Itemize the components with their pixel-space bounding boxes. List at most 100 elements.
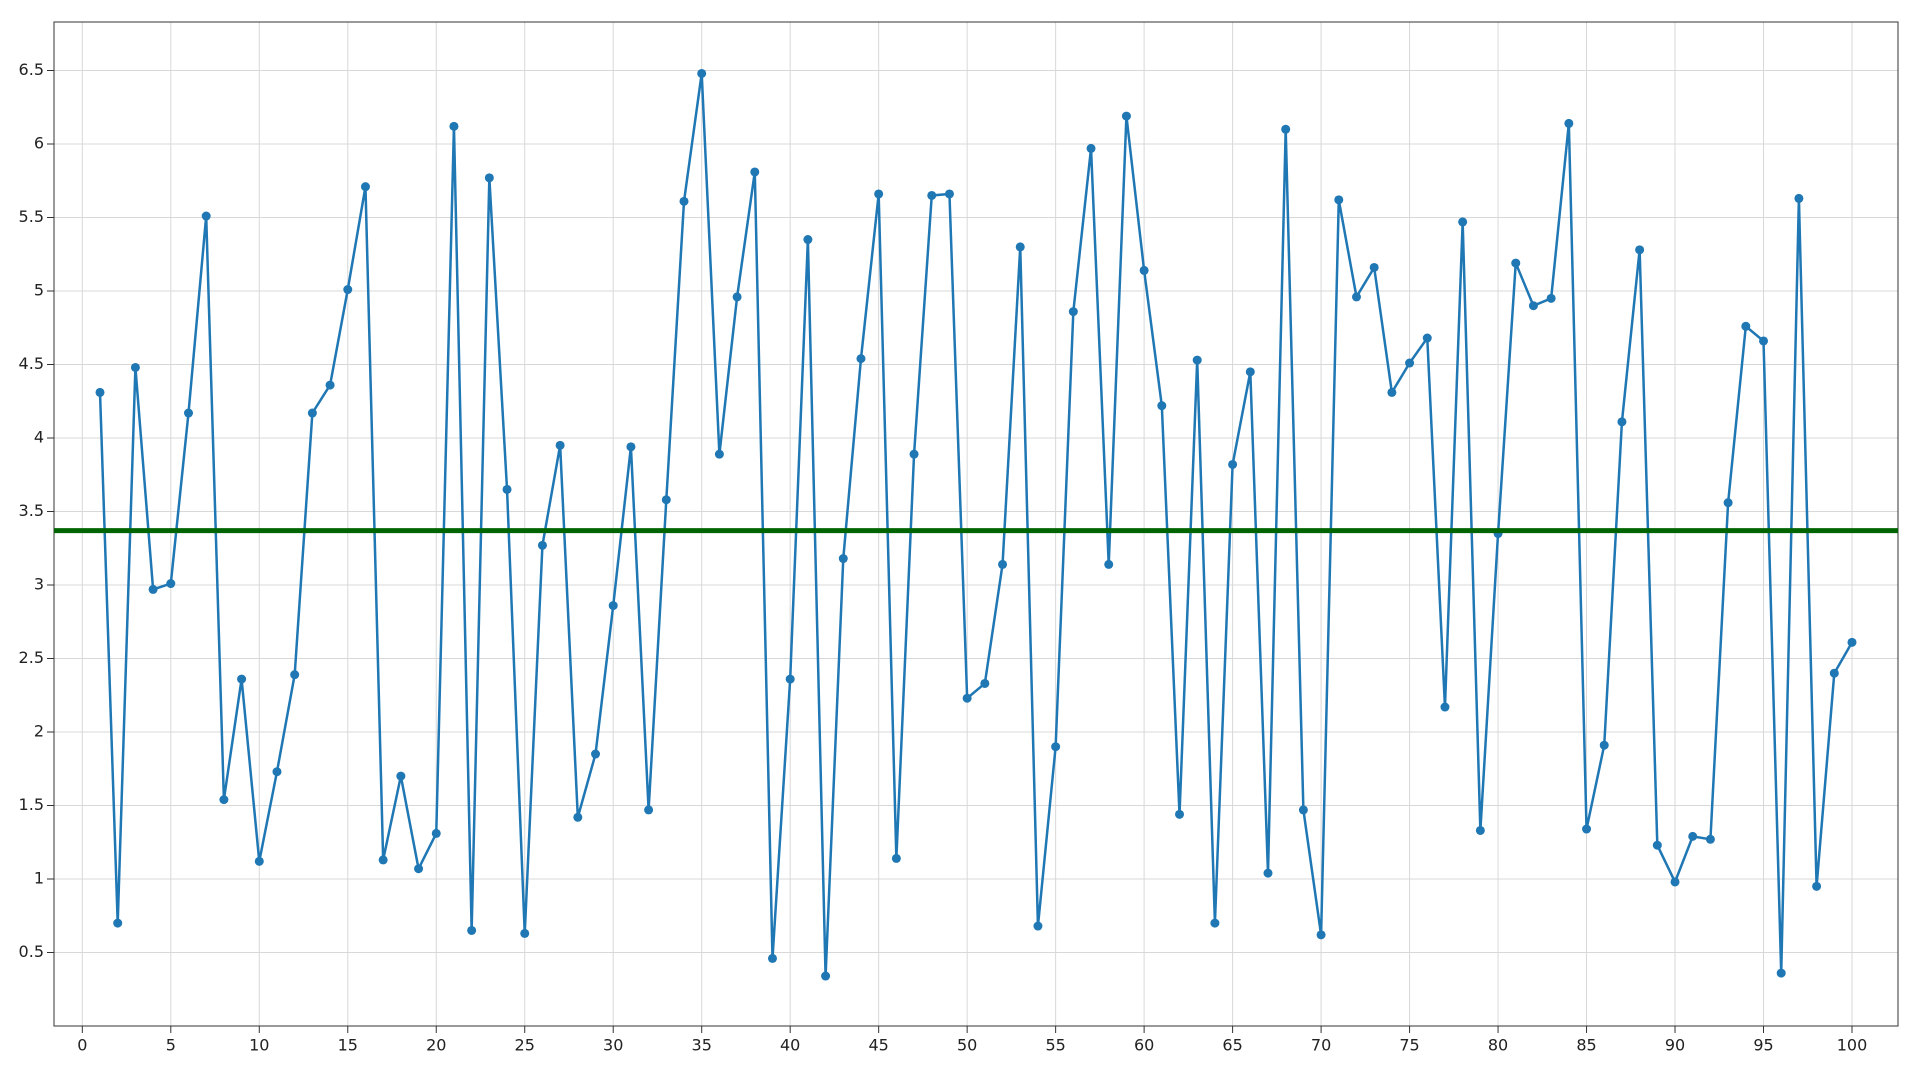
y-tick-label: 1 [34, 869, 44, 888]
marker [237, 674, 247, 684]
marker [307, 408, 317, 418]
x-tick-label: 65 [1222, 1036, 1242, 1055]
marker [1086, 143, 1096, 153]
marker [1387, 387, 1397, 397]
marker [1121, 111, 1131, 121]
y-tick-label: 1.5 [19, 795, 44, 814]
y-tick-label: 3.5 [19, 501, 44, 520]
marker [927, 190, 937, 200]
marker [980, 678, 990, 688]
marker [1812, 881, 1822, 891]
marker [944, 189, 954, 199]
x-tick-label: 70 [1311, 1036, 1331, 1055]
marker [555, 440, 565, 450]
marker [378, 855, 388, 865]
marker [1652, 840, 1662, 850]
x-tick-label: 0 [77, 1036, 87, 1055]
x-tick-label: 10 [249, 1036, 269, 1055]
marker [130, 362, 140, 372]
x-tick-label: 90 [1665, 1036, 1685, 1055]
marker [1068, 307, 1078, 317]
marker [325, 380, 335, 390]
marker [1405, 358, 1415, 368]
marker [166, 579, 176, 589]
marker [1546, 293, 1556, 303]
marker [697, 68, 707, 78]
marker [1635, 245, 1645, 255]
marker [343, 285, 353, 295]
marker [254, 856, 264, 866]
marker [201, 211, 211, 221]
x-tick-label: 5 [166, 1036, 176, 1055]
y-tick-label: 5.5 [19, 207, 44, 226]
x-tick-label: 45 [868, 1036, 888, 1055]
x-tick-label: 40 [780, 1036, 800, 1055]
plot-frame [53, 21, 1899, 1027]
marker [608, 601, 618, 611]
y-tick-label: 4.5 [19, 354, 44, 373]
marker [396, 771, 406, 781]
y-tick-label: 3 [34, 575, 44, 594]
marker [1228, 459, 1238, 469]
y-tick-label: 2.5 [19, 648, 44, 667]
marker [573, 812, 583, 822]
marker [290, 670, 300, 680]
marker [1723, 498, 1733, 508]
marker [1741, 321, 1751, 331]
marker [1617, 417, 1627, 427]
marker [1458, 217, 1468, 227]
marker [1475, 825, 1485, 835]
x-tick-label: 50 [957, 1036, 977, 1055]
marker [183, 408, 193, 418]
x-tick-label: 35 [692, 1036, 712, 1055]
marker [467, 925, 477, 935]
y-tick-label: 6.5 [19, 60, 44, 79]
marker [219, 795, 229, 805]
marker [909, 449, 919, 459]
marker [661, 495, 671, 505]
marker [1688, 831, 1698, 841]
marker [1794, 193, 1804, 203]
marker [1192, 355, 1202, 365]
marker [891, 853, 901, 863]
marker [856, 354, 866, 364]
marker [148, 584, 158, 594]
marker [998, 559, 1008, 569]
marker [1776, 968, 1786, 978]
marker [803, 235, 813, 245]
marker [1829, 668, 1839, 678]
marker [679, 196, 689, 206]
marker [1104, 559, 1114, 569]
marker [1334, 195, 1344, 205]
marker [1759, 336, 1769, 346]
y-tick-label: 2 [34, 722, 44, 741]
x-tick-label: 15 [338, 1036, 358, 1055]
marker [502, 484, 512, 494]
x-tick-label: 80 [1488, 1036, 1508, 1055]
marker [732, 292, 742, 302]
marker [1847, 637, 1857, 647]
x-tick-label: 55 [1045, 1036, 1065, 1055]
x-tick-label: 25 [515, 1036, 535, 1055]
marker [591, 749, 601, 759]
x-tick-label: 60 [1134, 1036, 1154, 1055]
marker [1051, 742, 1061, 752]
marker [1705, 834, 1715, 844]
marker [767, 953, 777, 963]
marker [1015, 242, 1025, 252]
marker [962, 693, 972, 703]
marker [785, 674, 795, 684]
y-tick-label: 0.5 [19, 942, 44, 961]
marker [272, 767, 282, 777]
x-tick-label: 75 [1399, 1036, 1419, 1055]
y-tick-label: 4 [34, 428, 44, 447]
marker [360, 182, 370, 192]
marker [1351, 292, 1361, 302]
x-tick-label: 95 [1753, 1036, 1773, 1055]
marker [750, 167, 760, 177]
marker [1139, 265, 1149, 275]
x-tick-label: 20 [426, 1036, 446, 1055]
marker [1298, 805, 1308, 815]
